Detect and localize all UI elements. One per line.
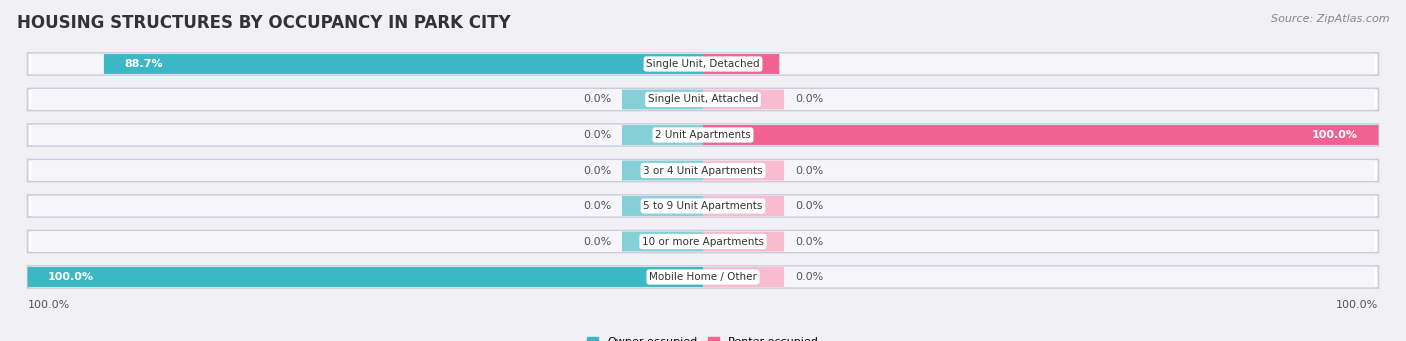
FancyBboxPatch shape [28,195,1378,217]
Text: 100.0%: 100.0% [1336,300,1378,310]
Text: 0.0%: 0.0% [794,165,823,176]
Text: Single Unit, Detached: Single Unit, Detached [647,59,759,69]
Text: Single Unit, Attached: Single Unit, Attached [648,94,758,104]
FancyBboxPatch shape [703,267,785,287]
Text: 100.0%: 100.0% [28,300,70,310]
FancyBboxPatch shape [703,90,785,109]
FancyBboxPatch shape [621,125,703,145]
FancyBboxPatch shape [621,232,703,251]
Text: 0.0%: 0.0% [583,165,612,176]
FancyBboxPatch shape [31,231,1375,252]
FancyBboxPatch shape [28,89,1378,110]
FancyBboxPatch shape [703,161,785,180]
Text: 3 or 4 Unit Apartments: 3 or 4 Unit Apartments [643,165,763,176]
FancyBboxPatch shape [31,125,1375,145]
Text: Mobile Home / Other: Mobile Home / Other [650,272,756,282]
FancyBboxPatch shape [28,267,703,287]
FancyBboxPatch shape [703,196,785,216]
FancyBboxPatch shape [621,90,703,109]
FancyBboxPatch shape [703,232,785,251]
FancyBboxPatch shape [31,54,1375,74]
FancyBboxPatch shape [621,161,703,180]
Text: 0.0%: 0.0% [583,237,612,247]
FancyBboxPatch shape [31,89,1375,110]
Text: 5 to 9 Unit Apartments: 5 to 9 Unit Apartments [644,201,762,211]
FancyBboxPatch shape [703,54,779,74]
FancyBboxPatch shape [104,54,703,74]
Text: HOUSING STRUCTURES BY OCCUPANCY IN PARK CITY: HOUSING STRUCTURES BY OCCUPANCY IN PARK … [17,14,510,32]
FancyBboxPatch shape [621,196,703,216]
Text: 0.0%: 0.0% [583,94,612,104]
Text: 0.0%: 0.0% [794,94,823,104]
FancyBboxPatch shape [28,160,1378,181]
FancyBboxPatch shape [28,124,1378,146]
Text: 11.3%: 11.3% [720,59,759,69]
FancyBboxPatch shape [28,231,1378,252]
Text: 0.0%: 0.0% [583,201,612,211]
Legend: Owner-occupied, Renter-occupied: Owner-occupied, Renter-occupied [582,332,824,341]
FancyBboxPatch shape [28,266,1378,288]
Text: Source: ZipAtlas.com: Source: ZipAtlas.com [1271,14,1389,24]
FancyBboxPatch shape [31,160,1375,181]
Text: 0.0%: 0.0% [794,272,823,282]
FancyBboxPatch shape [31,267,1375,287]
Text: 100.0%: 100.0% [48,272,94,282]
Text: 10 or more Apartments: 10 or more Apartments [643,237,763,247]
Text: 0.0%: 0.0% [794,237,823,247]
Text: 0.0%: 0.0% [583,130,612,140]
Text: 0.0%: 0.0% [794,201,823,211]
FancyBboxPatch shape [28,53,1378,75]
Text: 100.0%: 100.0% [1312,130,1358,140]
Text: 88.7%: 88.7% [124,59,163,69]
FancyBboxPatch shape [31,196,1375,216]
FancyBboxPatch shape [703,125,1378,145]
Text: 2 Unit Apartments: 2 Unit Apartments [655,130,751,140]
